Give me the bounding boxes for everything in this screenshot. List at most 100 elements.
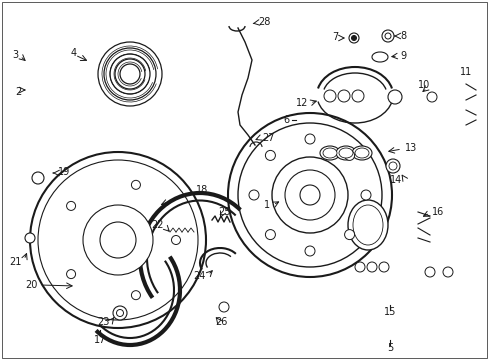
Text: 25: 25 <box>218 207 230 217</box>
Text: 17: 17 <box>94 335 106 345</box>
Ellipse shape <box>319 146 339 160</box>
Circle shape <box>38 160 198 320</box>
Bar <box>449 84 464 100</box>
Circle shape <box>378 262 388 272</box>
Circle shape <box>32 172 44 184</box>
Ellipse shape <box>323 148 336 158</box>
Circle shape <box>110 54 150 94</box>
Ellipse shape <box>335 146 355 160</box>
Circle shape <box>248 190 259 200</box>
Circle shape <box>384 33 390 39</box>
Bar <box>26 86 44 96</box>
Text: 7: 7 <box>331 32 337 42</box>
Circle shape <box>285 170 334 220</box>
Text: 28: 28 <box>258 17 270 27</box>
Bar <box>168 232 196 248</box>
Text: 23: 23 <box>98 317 110 327</box>
Circle shape <box>271 157 347 233</box>
Bar <box>26 68 36 80</box>
Circle shape <box>265 230 275 240</box>
Bar <box>198 300 220 314</box>
Text: 1: 1 <box>264 200 269 210</box>
Bar <box>394 93 431 102</box>
Circle shape <box>104 48 156 100</box>
Circle shape <box>388 162 396 170</box>
Bar <box>30 165 50 175</box>
Circle shape <box>344 230 354 240</box>
Circle shape <box>227 113 391 277</box>
Bar <box>247 135 264 148</box>
Text: 9: 9 <box>399 51 406 61</box>
Text: 2: 2 <box>16 87 22 97</box>
Bar <box>114 306 126 310</box>
Bar <box>354 255 394 280</box>
Circle shape <box>424 267 434 277</box>
Circle shape <box>66 201 76 210</box>
Circle shape <box>113 306 127 320</box>
Circle shape <box>299 185 319 205</box>
Ellipse shape <box>347 200 387 250</box>
Bar <box>325 82 373 112</box>
Text: 13: 13 <box>404 143 416 153</box>
Text: 16: 16 <box>431 207 443 217</box>
Bar <box>449 110 464 125</box>
Bar <box>399 208 439 240</box>
Circle shape <box>324 90 335 102</box>
Bar <box>403 212 415 224</box>
Text: 12: 12 <box>295 98 307 108</box>
Text: 22: 22 <box>151 220 163 230</box>
Bar <box>221 300 240 314</box>
Text: 21: 21 <box>10 257 22 267</box>
Bar <box>347 32 359 36</box>
Bar <box>295 10 483 340</box>
Circle shape <box>360 190 370 200</box>
Text: 4: 4 <box>71 48 77 58</box>
Circle shape <box>366 262 376 272</box>
Circle shape <box>66 270 76 279</box>
Circle shape <box>337 90 349 102</box>
Text: 11: 11 <box>459 67 471 77</box>
Bar <box>403 228 415 238</box>
Circle shape <box>30 152 205 328</box>
Circle shape <box>354 262 364 272</box>
Circle shape <box>265 150 275 161</box>
Text: 6: 6 <box>284 115 289 125</box>
Bar <box>6 143 285 330</box>
Text: 8: 8 <box>399 31 406 41</box>
Bar <box>22 60 40 68</box>
Bar <box>319 75 379 118</box>
Text: 10: 10 <box>417 80 429 90</box>
Circle shape <box>348 33 358 43</box>
Bar <box>305 212 334 240</box>
Ellipse shape <box>351 146 371 160</box>
Circle shape <box>305 134 314 144</box>
Ellipse shape <box>354 148 368 158</box>
Circle shape <box>25 233 35 243</box>
Circle shape <box>387 90 401 104</box>
Bar <box>307 215 331 237</box>
Text: 15: 15 <box>383 307 395 317</box>
Circle shape <box>131 180 140 189</box>
Circle shape <box>344 150 354 161</box>
Bar <box>301 199 479 305</box>
Text: 20: 20 <box>25 280 38 290</box>
Circle shape <box>351 36 356 40</box>
Circle shape <box>385 159 399 173</box>
Text: 24: 24 <box>193 271 205 281</box>
Bar <box>25 238 35 255</box>
Circle shape <box>219 302 228 312</box>
Circle shape <box>115 59 145 89</box>
Bar <box>317 138 379 168</box>
Text: 5: 5 <box>386 343 392 353</box>
Text: 18: 18 <box>196 185 208 195</box>
Circle shape <box>442 267 452 277</box>
Bar <box>58 38 172 120</box>
Text: 19: 19 <box>58 167 70 177</box>
Circle shape <box>351 90 363 102</box>
Circle shape <box>171 235 180 244</box>
Bar <box>373 52 385 56</box>
Circle shape <box>100 222 136 258</box>
Circle shape <box>381 30 393 42</box>
Text: 14: 14 <box>389 175 402 185</box>
Text: 26: 26 <box>215 317 227 327</box>
